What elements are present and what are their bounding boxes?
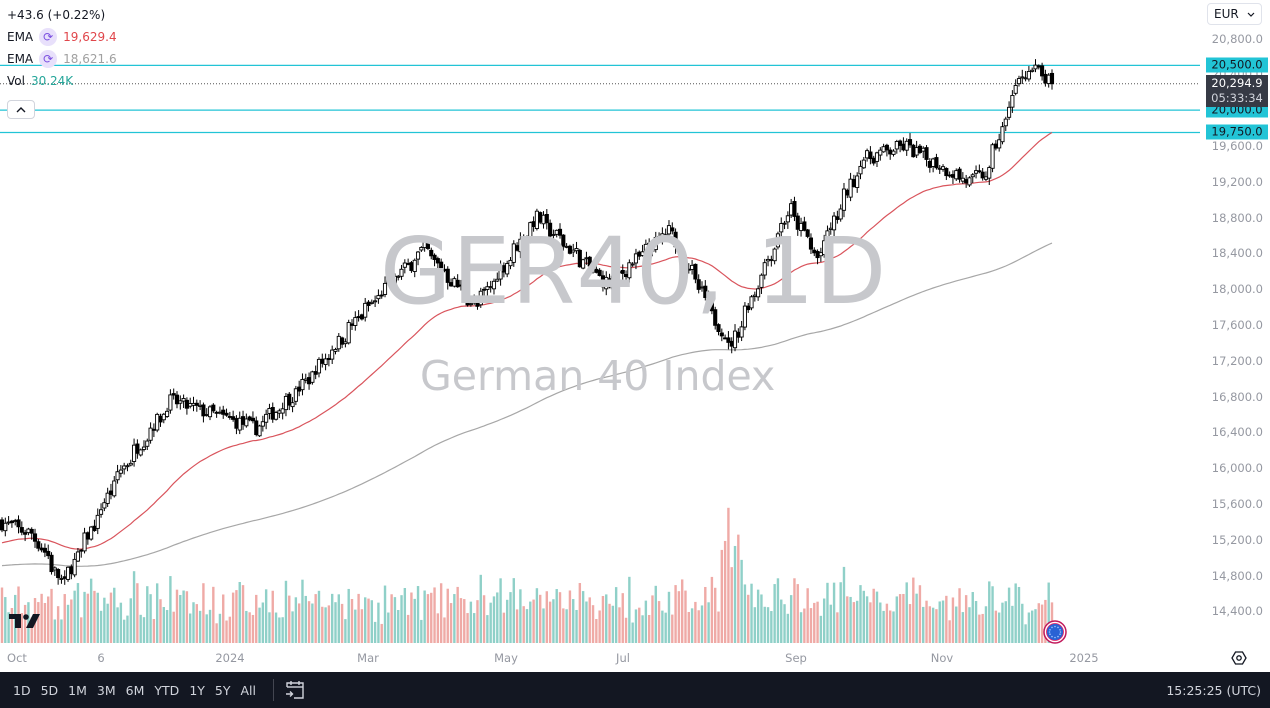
- price-tick-label: 14,800.0: [1211, 568, 1263, 583]
- bar-countdown: 05:33:34: [1211, 91, 1263, 105]
- chart-settings-icon[interactable]: [1231, 650, 1247, 666]
- time-tick-label: 2024: [215, 651, 245, 665]
- price-tick-label: 18,400.0: [1211, 246, 1263, 261]
- range-button-6m[interactable]: 6M: [125, 682, 145, 698]
- time-tick-label: Mar: [357, 651, 379, 665]
- range-button-1m[interactable]: 1M: [68, 682, 87, 698]
- price-tick-label: 18,000.0: [1211, 282, 1263, 297]
- price-tick-label: 18,800.0: [1211, 210, 1263, 225]
- time-tick-label: May: [494, 651, 518, 665]
- price-axis[interactable]: 20,800.020,400.020,000.019,600.019,200.0…: [1200, 0, 1270, 645]
- candlesticks: [0, 59, 1055, 585]
- price-tick-label: 17,200.0: [1211, 353, 1263, 368]
- ema-slow-row[interactable]: EMA ⟳ 18,621.6: [7, 48, 117, 70]
- last-price: 20,294.9: [1211, 76, 1263, 90]
- range-button-1d[interactable]: 1D: [13, 682, 31, 698]
- currency-value: EUR: [1214, 7, 1239, 21]
- eu-flag-event-icon[interactable]: [1043, 620, 1067, 644]
- range-button-3m[interactable]: 3M: [96, 682, 116, 698]
- price-tick-label: 15,200.0: [1211, 532, 1263, 547]
- toolbar-divider: [273, 679, 274, 701]
- ema-fast-line: [1, 131, 1053, 550]
- price-chart-canvas[interactable]: [0, 0, 1200, 645]
- price-tick-label: 16,800.0: [1211, 389, 1263, 404]
- collapse-legend-button[interactable]: [7, 100, 35, 119]
- ema-slow-label: EMA: [7, 52, 34, 66]
- time-tick-label: 2025: [1069, 651, 1099, 665]
- utc-clock[interactable]: 15:25:25 (UTC): [1166, 682, 1261, 698]
- tradingview-logo[interactable]: [9, 612, 41, 630]
- range-button-ytd[interactable]: YTD: [154, 682, 180, 698]
- price-tick-label: 20,800.0: [1211, 31, 1263, 46]
- price-tick-label: 15,600.0: [1211, 496, 1263, 511]
- chevron-up-icon: [16, 106, 26, 112]
- volume-bars: [0, 507, 1054, 643]
- time-tick-label: 6: [97, 651, 105, 665]
- refresh-icon[interactable]: ⟳: [39, 28, 58, 46]
- ema-fast-label: EMA: [7, 30, 34, 44]
- chart-pane[interactable]: GER40, 1D German 40 Index: [0, 0, 1200, 645]
- time-tick-label: Nov: [930, 651, 954, 665]
- price-tick-label: 17,600.0: [1211, 317, 1263, 332]
- volume-row[interactable]: Vol 30.24K: [7, 70, 117, 92]
- bottom-toolbar: 1D 5D 1M 3M 6M YTD 1Y 5Y All 15:25:25 (UTC): [0, 672, 1270, 708]
- price-tick-label: 14,400.0: [1211, 604, 1263, 619]
- chevron-down-icon: [1247, 12, 1255, 17]
- time-axis[interactable]: Oct 6 2024 Mar May Jul Sep Nov 2025: [0, 645, 1270, 672]
- calendar-goto-icon[interactable]: [284, 679, 306, 701]
- price-change: +43.6 (+0.22%): [7, 8, 106, 22]
- range-button-1y[interactable]: 1Y: [189, 682, 205, 698]
- price-tick-label: 16,400.0: [1211, 425, 1263, 440]
- date-range-buttons: 1D 5D 1M 3M 6M YTD 1Y 5Y All: [8, 683, 261, 698]
- price-tick-label: 19,200.0: [1211, 174, 1263, 189]
- range-button-5d[interactable]: 5D: [40, 682, 59, 698]
- volume-label: Vol: [7, 74, 25, 88]
- chart-legend: +43.6 (+0.22%) EMA ⟳ 19,629.4 EMA ⟳ 18,6…: [7, 4, 117, 92]
- time-tick-label: Jul: [616, 651, 630, 665]
- horizontal-level-tag[interactable]: 20,500.0: [1206, 57, 1268, 73]
- range-button-all[interactable]: All: [240, 682, 257, 698]
- price-change-row: +43.6 (+0.22%): [7, 4, 117, 26]
- volume-value: 30.24K: [30, 74, 74, 88]
- refresh-icon[interactable]: ⟳: [39, 50, 58, 68]
- ema-slow-value: 18,621.6: [63, 52, 117, 66]
- ema-slow-line: [1, 242, 1053, 567]
- ema-fast-row[interactable]: EMA ⟳ 19,629.4: [7, 26, 117, 48]
- time-tick-label: Oct: [7, 651, 27, 665]
- time-tick-label: Sep: [785, 651, 807, 665]
- price-tick-label: 19,600.0: [1211, 138, 1263, 153]
- ema-fast-value: 19,629.4: [63, 30, 117, 44]
- price-tick-label: 16,000.0: [1211, 461, 1263, 476]
- horizontal-level-tag[interactable]: 19,750.0: [1206, 124, 1268, 140]
- last-price-tag: 20,294.9 05:33:34: [1206, 75, 1268, 107]
- currency-select[interactable]: EUR: [1207, 3, 1262, 25]
- range-button-5y[interactable]: 5Y: [214, 682, 231, 698]
